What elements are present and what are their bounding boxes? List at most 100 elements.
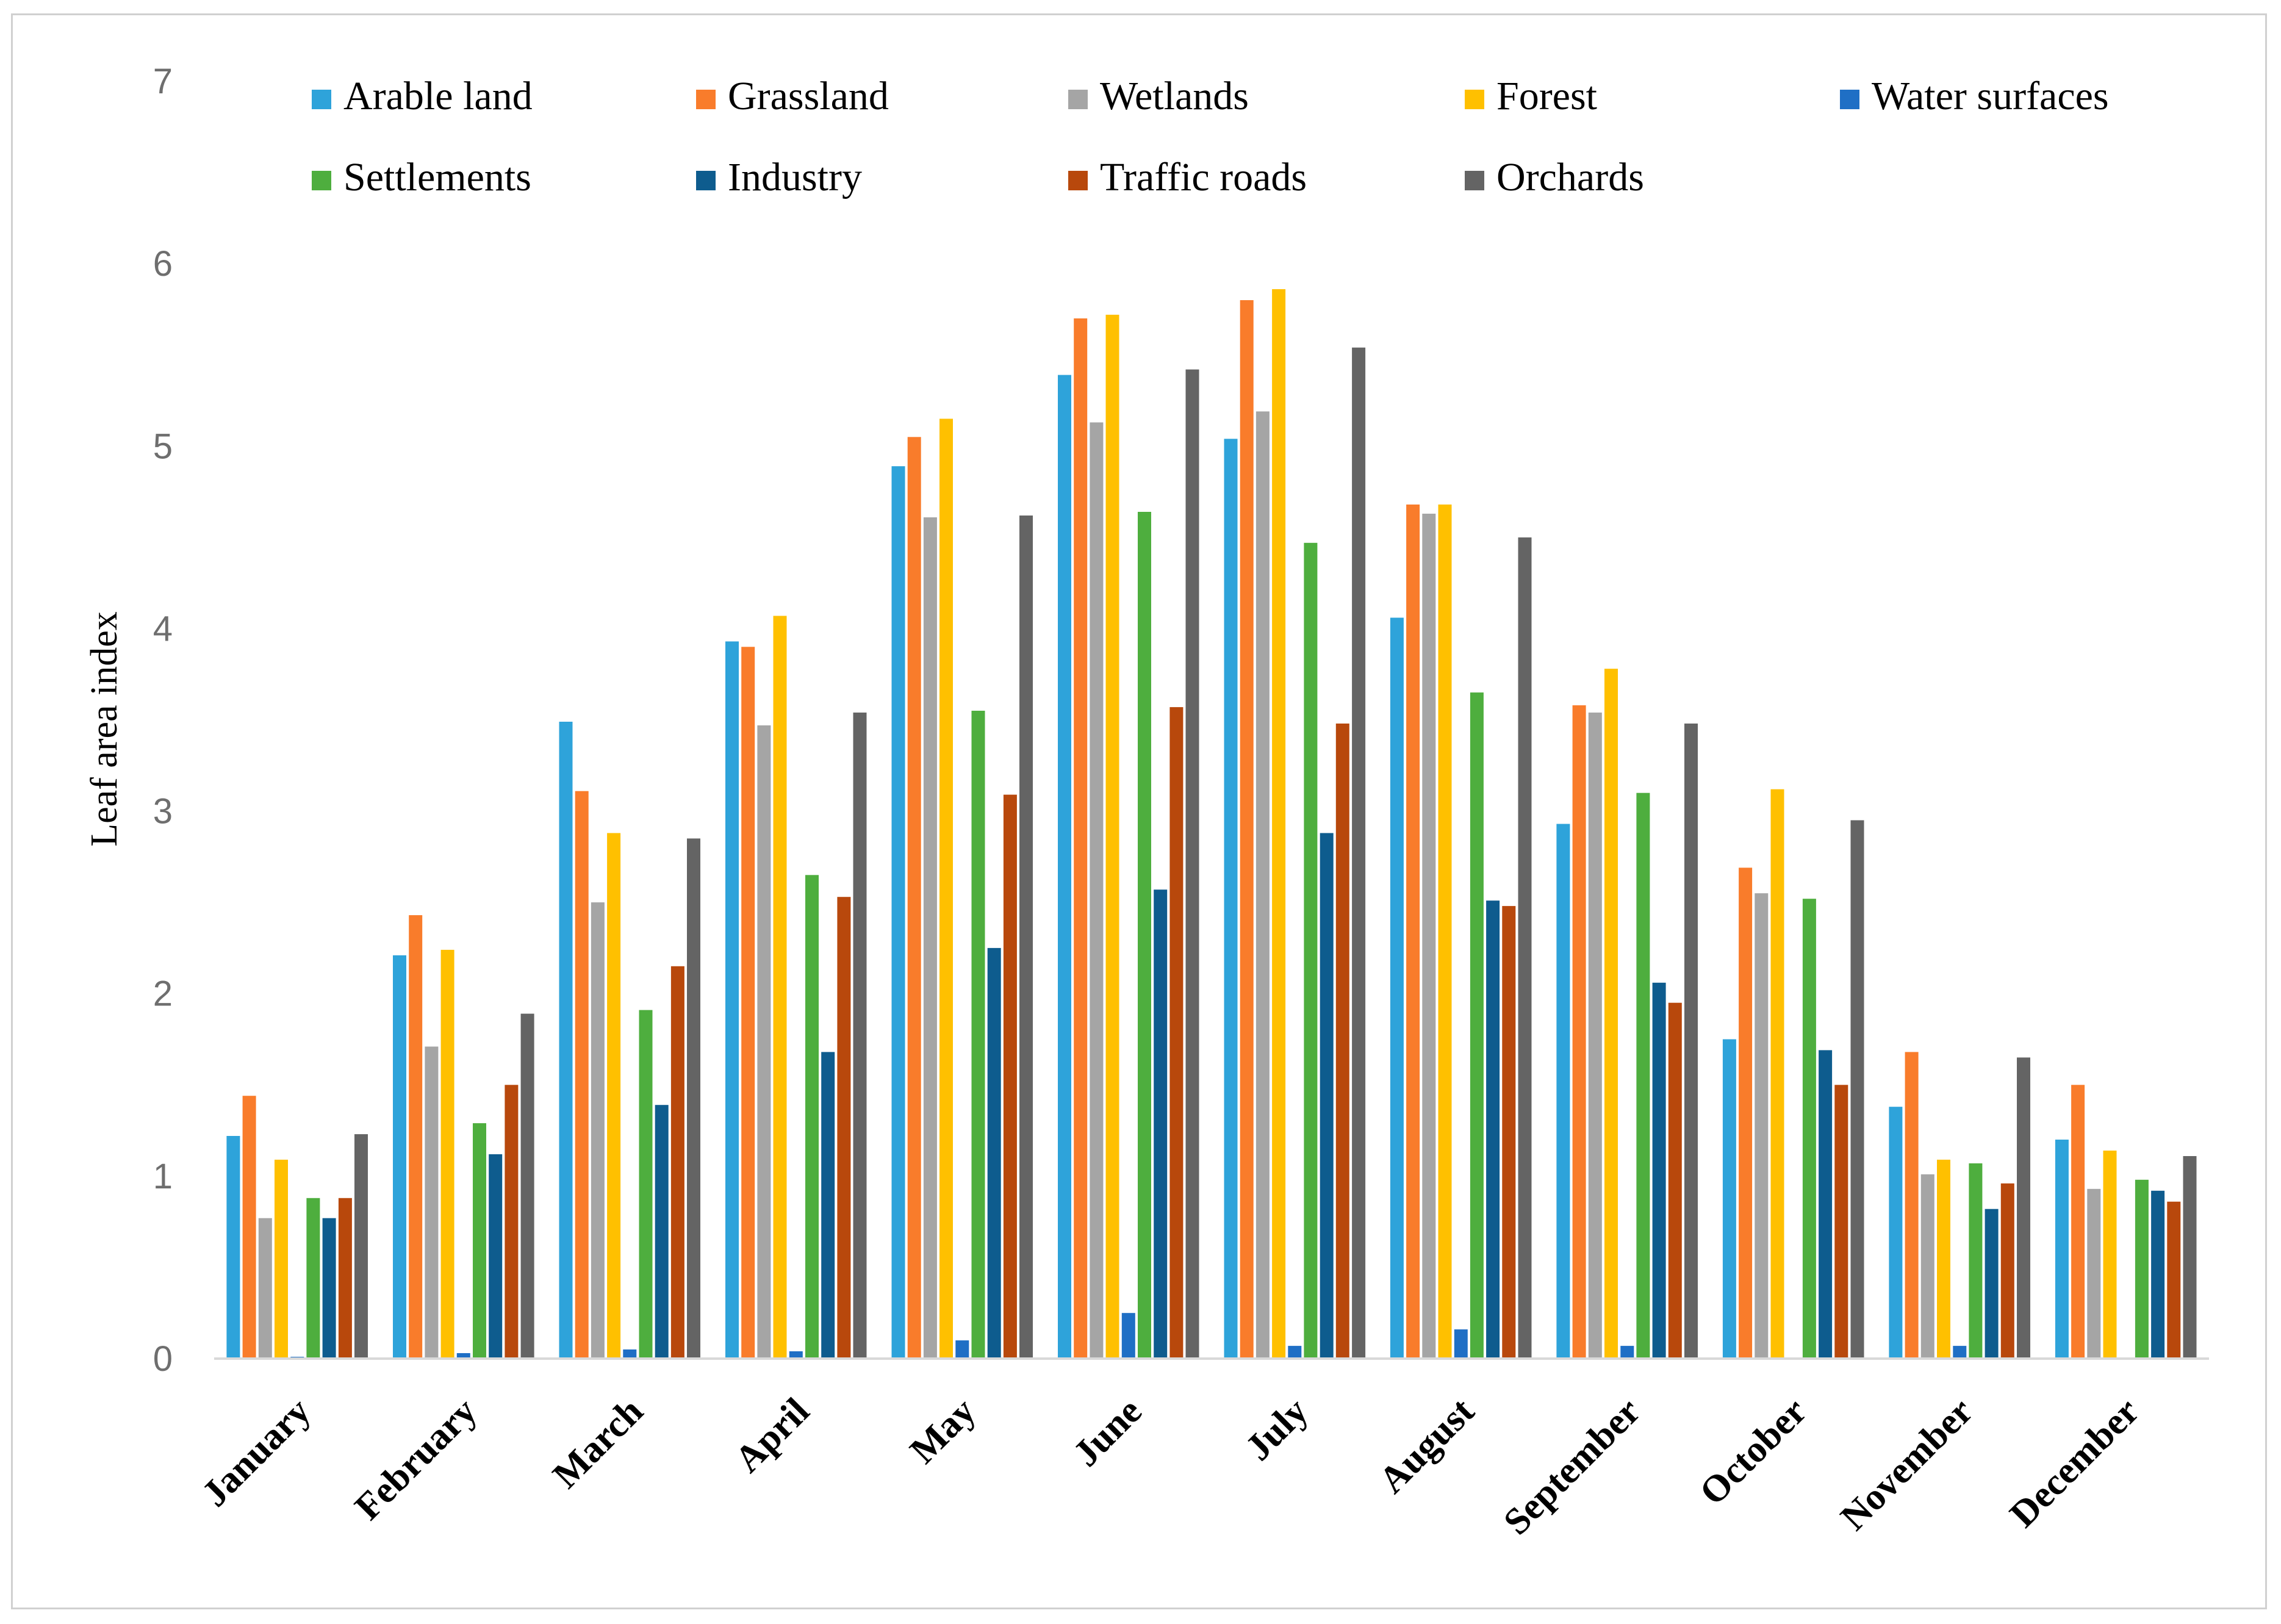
bar	[1058, 375, 1071, 1359]
legend-swatch	[1840, 90, 1859, 109]
bar	[306, 1198, 320, 1359]
x-tick-label: November	[1833, 1390, 1981, 1539]
bar	[687, 838, 700, 1359]
x-tick-label: December	[2002, 1390, 2147, 1536]
legend-item: Orchards	[1465, 155, 1644, 199]
bar	[853, 713, 867, 1359]
x-tick-label: April	[727, 1390, 817, 1481]
bar	[1105, 314, 1119, 1359]
bar	[955, 1340, 969, 1359]
bar	[757, 725, 771, 1359]
y-axis-label-group: Leaf area index	[84, 611, 125, 847]
bar-series-arable-land	[226, 375, 2069, 1359]
bar	[1572, 705, 1586, 1359]
bar	[1406, 505, 1420, 1359]
bar	[1834, 1085, 1848, 1359]
bar	[939, 419, 953, 1359]
chart-svg: Leaf area index 0 1 2 3 4 5 6 7 January February…	[84, 62, 2209, 1543]
bar-series-orchards	[354, 347, 2197, 1359]
x-tick-label: June	[1065, 1390, 1149, 1475]
x-tick-label: February	[347, 1390, 485, 1528]
y-axis-label: Leaf area index	[84, 611, 125, 847]
bar	[1470, 692, 1484, 1359]
legend-label: Orchards	[1496, 155, 1644, 199]
bar	[440, 949, 454, 1359]
y-tick-label: 3	[153, 792, 173, 832]
bar	[1588, 713, 1602, 1359]
bar-series-wetlands	[258, 411, 2101, 1359]
bar	[1819, 1050, 1833, 1359]
y-tick-label: 4	[153, 609, 173, 649]
y-tick-label: 6	[153, 244, 173, 284]
bar	[1620, 1346, 1634, 1359]
x-tick-label: May	[902, 1390, 983, 1471]
bar	[907, 437, 921, 1359]
bar	[1390, 617, 1404, 1359]
legend-item: Traffic roads	[1068, 155, 1307, 199]
bar	[1802, 899, 1816, 1359]
legend-label: Grassland	[728, 74, 889, 118]
bar	[242, 1096, 256, 1359]
bar	[520, 1013, 534, 1359]
legend-swatch	[1068, 90, 1088, 109]
bar	[670, 966, 684, 1359]
legend-item: Industry	[696, 155, 862, 199]
bar	[226, 1136, 240, 1359]
bar	[1138, 512, 1151, 1359]
bar	[1352, 347, 1366, 1359]
bar	[805, 875, 819, 1359]
legend-label: Traffic roads	[1100, 155, 1307, 199]
x-tick-label: July	[1238, 1390, 1316, 1468]
bar	[275, 1159, 288, 1359]
bar	[559, 722, 573, 1359]
bar	[1889, 1107, 1903, 1359]
legend-label: Settlements	[343, 155, 531, 199]
bar	[971, 711, 985, 1359]
y-tick-label: 1	[153, 1157, 173, 1196]
bar	[1652, 982, 1666, 1359]
legend-swatch	[1465, 171, 1484, 190]
bar	[773, 616, 787, 1359]
bar	[1240, 300, 1254, 1359]
legend-label: Water surfaces	[1872, 74, 2109, 118]
bar	[725, 641, 739, 1359]
bar	[1003, 794, 1017, 1359]
bar	[1920, 1174, 1934, 1359]
bar	[354, 1134, 368, 1359]
bar	[1502, 906, 1516, 1359]
legend-item: Arable land	[312, 74, 533, 118]
bar	[1304, 542, 1318, 1359]
legend-item: Settlements	[312, 155, 531, 199]
bar	[2167, 1201, 2181, 1359]
bar	[1937, 1159, 1950, 1359]
bar	[741, 647, 755, 1359]
bar	[1121, 1313, 1135, 1359]
bar	[1850, 820, 1864, 1359]
x-tick-labels: January February March April May June July Augu…	[194, 1390, 2147, 1543]
bar	[489, 1154, 503, 1359]
legend-item: Wetlands	[1068, 74, 1249, 118]
bar	[1969, 1163, 1983, 1359]
bar	[338, 1198, 352, 1359]
y-tick-label: 2	[153, 974, 173, 1014]
bar	[1438, 505, 1452, 1359]
bar	[322, 1218, 336, 1359]
bar	[2087, 1188, 2101, 1359]
bar	[575, 791, 589, 1359]
bar	[258, 1218, 272, 1359]
bar	[1320, 833, 1334, 1359]
y-tick-label: 7	[153, 62, 173, 101]
bar	[2071, 1085, 2085, 1359]
bar	[1486, 900, 1500, 1359]
bar	[2183, 1156, 2197, 1359]
y-tick-labels: 0 1 2 3 4 5 6 7	[153, 62, 173, 1379]
bar	[393, 955, 406, 1359]
x-tick-label: September	[1496, 1390, 1648, 1543]
bar	[1518, 537, 1532, 1359]
bar	[473, 1123, 486, 1359]
bar	[1288, 1346, 1302, 1359]
legend-item: Forest	[1465, 74, 1597, 118]
legend-label: Arable land	[343, 74, 533, 118]
bar-series-forest	[275, 289, 2117, 1359]
bar	[923, 517, 937, 1359]
